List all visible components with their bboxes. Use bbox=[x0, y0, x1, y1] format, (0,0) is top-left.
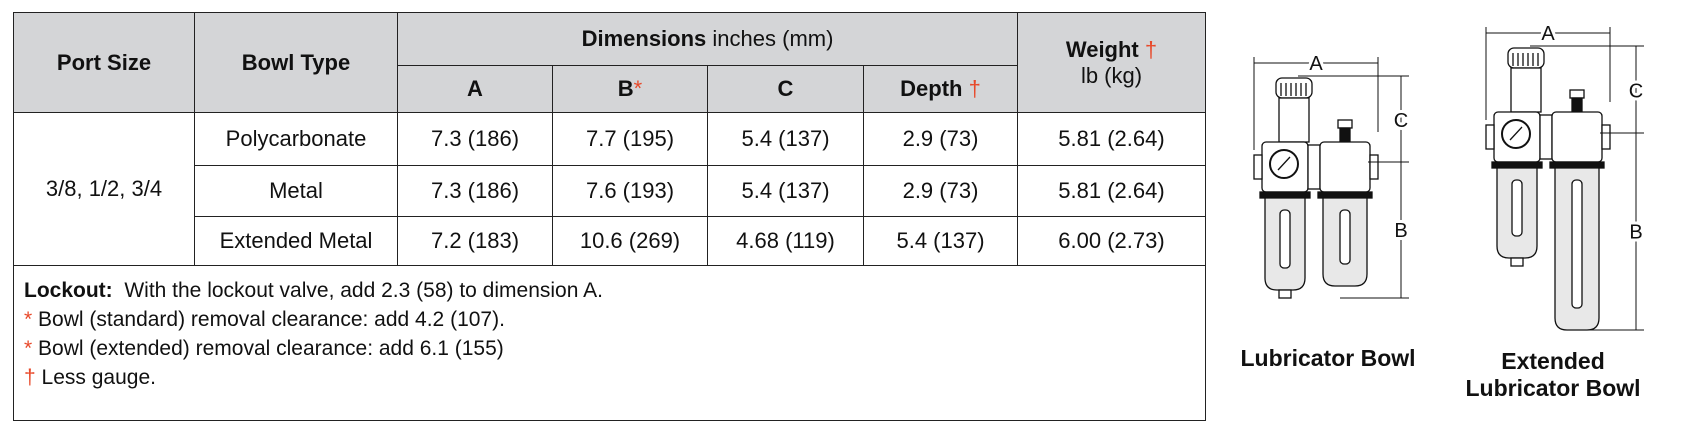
weight-cell: 6.00 (2.73) bbox=[1017, 216, 1206, 266]
note-lockout: Lockout: With the lockout valve, add 2.3… bbox=[24, 279, 603, 302]
header-b: B* bbox=[552, 65, 708, 113]
c-cell: 5.4 (137) bbox=[707, 112, 864, 166]
drain bbox=[1278, 289, 1292, 299]
regulator-stem bbox=[1278, 97, 1310, 143]
note-less-gauge: † Less gauge. bbox=[24, 366, 156, 389]
bowl-cell: Polycarbonate bbox=[194, 112, 398, 166]
weight-cell: 5.81 (2.64) bbox=[1017, 112, 1206, 166]
caption-lubricator-bowl: Lubricator Bowl bbox=[1240, 345, 1416, 371]
dimensions-unit: inches (mm) bbox=[712, 26, 834, 51]
caption-extended-lubricator-bowl: Extended Lubricator Bowl bbox=[1465, 348, 1641, 401]
b-cell: 7.7 (195) bbox=[552, 112, 708, 166]
a-cell: 7.3 (186) bbox=[397, 112, 553, 166]
a-cell: 7.2 (183) bbox=[397, 216, 553, 266]
label-a: A bbox=[1309, 53, 1323, 75]
header-dimensions: Dimensions inches (mm) bbox=[397, 12, 1018, 66]
frl-diagrams: A C B A C B bbox=[1253, 20, 1646, 331]
bowl-ring bbox=[1317, 191, 1373, 199]
weight-cell: 5.81 (2.64) bbox=[1017, 165, 1206, 217]
regulator-stem bbox=[1510, 67, 1542, 113]
bowl-cell: Metal bbox=[194, 165, 398, 217]
header-weight: Weight † lb (kg) bbox=[1017, 12, 1206, 113]
port bbox=[1485, 124, 1495, 150]
dimensions-label: Dimensions bbox=[581, 26, 707, 51]
header-depth: Depth † bbox=[863, 65, 1018, 113]
c-cell: 4.68 (119) bbox=[707, 216, 864, 266]
port-size-cell: 3/8, 1/2, 3/4 bbox=[13, 112, 195, 266]
bowl-cell: Extended Metal bbox=[194, 216, 398, 266]
header-a: A bbox=[397, 65, 553, 113]
dimension-lines bbox=[1253, 57, 1409, 299]
gauge-needle bbox=[1277, 156, 1291, 171]
lubricator-body bbox=[1551, 111, 1603, 163]
specs-table: Port Size Bowl Type Dimensions inches (m… bbox=[13, 12, 1206, 421]
drain bbox=[1510, 257, 1524, 267]
header-bowl-type: Bowl Type bbox=[194, 12, 398, 113]
note-extended-clearance: * Bowl (extended) removal clearance: add… bbox=[24, 337, 504, 360]
weight-unit: lb (kg) bbox=[1080, 62, 1143, 88]
a-cell: 7.3 (186) bbox=[397, 165, 553, 217]
lubricator-body bbox=[1319, 141, 1371, 193]
header-port-size: Port Size bbox=[13, 12, 195, 113]
table-row: 3/8, 1/2, 3/4 Polycarbonate 7.3 (186) 7.… bbox=[13, 112, 1206, 266]
weight-label: Weight bbox=[1065, 36, 1139, 62]
label-c: C bbox=[1629, 81, 1643, 103]
bowl-ring bbox=[1549, 161, 1605, 169]
header-c: C bbox=[707, 65, 864, 113]
asterisk-mark: * bbox=[633, 76, 643, 101]
port bbox=[1369, 154, 1379, 180]
bowl-ring bbox=[1491, 161, 1543, 169]
oil-fill-cap bbox=[1569, 89, 1585, 99]
dagger-mark: † bbox=[1144, 36, 1158, 62]
depth-cell: 2.9 (73) bbox=[863, 165, 1018, 217]
bowl-ring bbox=[1259, 191, 1311, 199]
gauge-needle bbox=[1509, 126, 1523, 141]
label-b: B bbox=[1629, 222, 1642, 244]
c-cell: 5.4 (137) bbox=[707, 165, 864, 217]
dimension-lines bbox=[1485, 27, 1644, 331]
port bbox=[1253, 154, 1263, 180]
sight-window bbox=[1511, 179, 1523, 237]
connector bbox=[1307, 144, 1321, 190]
b-cell: 7.6 (193) bbox=[552, 165, 708, 217]
connector bbox=[1539, 114, 1553, 160]
label-c: C bbox=[1394, 110, 1408, 132]
note-standard-clearance: * Bowl (standard) removal clearance: add… bbox=[24, 308, 505, 331]
oil-fill-neck bbox=[1571, 97, 1583, 113]
extended-lubricator-bowl-diagram bbox=[1485, 47, 1611, 331]
label-a: A bbox=[1541, 23, 1555, 45]
sight-window bbox=[1279, 209, 1291, 269]
depth-cell: 2.9 (73) bbox=[863, 112, 1018, 166]
dagger-mark: † bbox=[968, 76, 981, 101]
oil-fill-neck bbox=[1339, 127, 1351, 143]
notes-cell: Lockout: With the lockout valve, add 2.3… bbox=[13, 265, 1206, 421]
oil-fill-cap bbox=[1337, 119, 1353, 129]
lubricator-bowl-diagram bbox=[1253, 77, 1379, 299]
depth-cell: 5.4 (137) bbox=[863, 216, 1018, 266]
sight-window bbox=[1339, 209, 1351, 265]
port bbox=[1601, 124, 1611, 150]
b-cell: 10.6 (269) bbox=[552, 216, 708, 266]
label-b: B bbox=[1394, 220, 1407, 242]
table-row: Extended Metal 7.2 (183) 10.6 (269) 4.68… bbox=[14, 216, 1206, 266]
sight-window bbox=[1571, 179, 1583, 309]
